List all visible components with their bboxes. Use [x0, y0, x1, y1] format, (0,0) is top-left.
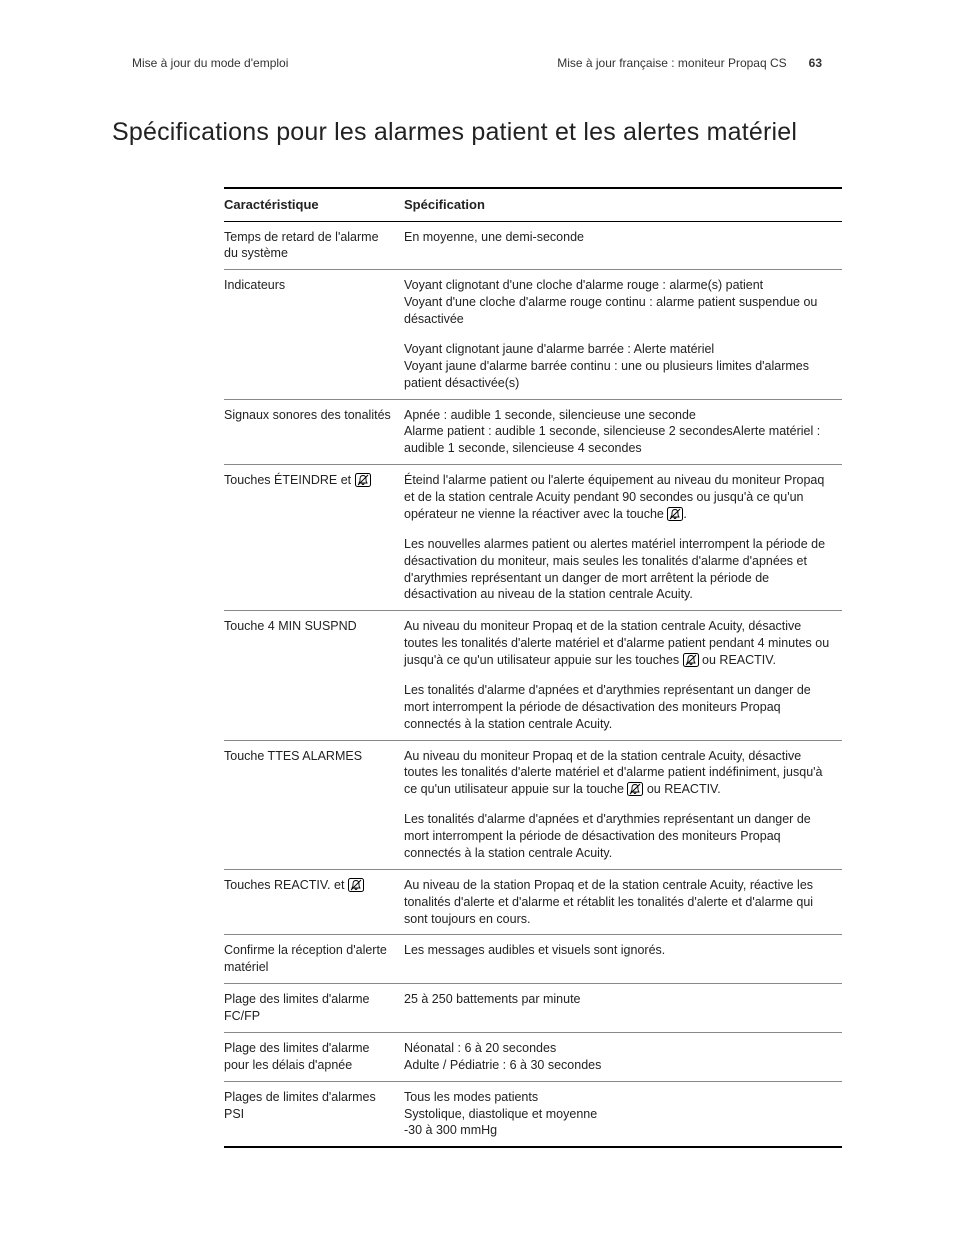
characteristic-cell: Signaux sonores des tonalités: [224, 399, 404, 465]
specification-cell: Les tonalités d'alarme d'apnées et d'ary…: [404, 805, 842, 869]
table-row: Les tonalités d'alarme d'apnées et d'ary…: [224, 805, 842, 869]
spec-table: Caractéristique Spécification Temps de r…: [224, 187, 842, 1148]
table-row: Plage des limites d'alarme pour les déla…: [224, 1032, 842, 1081]
specification-cell: Au niveau du moniteur Propaq et de la st…: [404, 611, 842, 676]
table-row: Touches REACTIV. et Au niveau de la stat…: [224, 869, 842, 935]
table-head-specification: Spécification: [404, 188, 842, 221]
characteristic-cell: Indicateurs: [224, 270, 404, 335]
characteristic-cell: Touches ÉTEINDRE et: [224, 465, 404, 530]
table-header-row: Caractéristique Spécification: [224, 188, 842, 221]
characteristic-cell: Temps de retard de l'alarme du système: [224, 221, 404, 270]
specification-text: Néonatal : 6 à 20 secondes: [404, 1041, 556, 1055]
specification-text: Les nouvelles alarmes patient ou alertes…: [404, 537, 825, 602]
table-row: Plages de limites d'alarmes PSI Tous les …: [224, 1081, 842, 1147]
characteristic-text: Touches REACTIV. et: [224, 878, 344, 892]
table-row: Indicateurs Voyant clignotant d'une cloch…: [224, 270, 842, 335]
characteristic-text: Touches ÉTEINDRE et: [224, 473, 351, 487]
specification-text: Voyant clignotant d'une cloche d'alarme …: [404, 278, 763, 292]
specification-cell: Éteind l'alarme patient ou l'alerte équi…: [404, 465, 842, 530]
specification-cell: En moyenne, une demi-seconde: [404, 221, 842, 270]
specification-text: Systolique, diastolique et moyenne: [404, 1107, 597, 1121]
bell-slash-icon: [683, 653, 699, 667]
table-row: Les tonalités d'alarme d'apnées et d'ary…: [224, 676, 842, 740]
table-row: Temps de retard de l'alarme du système En…: [224, 221, 842, 270]
specification-text: Voyant clignotant jaune d'alarme barrée …: [404, 342, 714, 356]
characteristic-cell: Plages de limites d'alarmes PSI: [224, 1081, 404, 1147]
section-title: Spécifications pour les alarmes patient …: [112, 118, 894, 147]
specification-text: 25 à 250 battements par minute: [404, 992, 581, 1006]
characteristic-cell: [224, 335, 404, 399]
specification-text: Les tonalités d'alarme d'apnées et d'ary…: [404, 683, 811, 731]
bell-slash-icon: [355, 473, 371, 487]
characteristic-text: Temps de retard de l'alarme du système: [224, 230, 379, 261]
specification-text: -30 à 300 mmHg: [404, 1123, 497, 1137]
specification-text: Voyant jaune d'alarme barrée continu : u…: [404, 359, 809, 390]
specification-text: Au niveau du moniteur Propaq et de la st…: [404, 749, 823, 797]
specification-text: Au niveau de la station Propaq et de la …: [404, 878, 813, 926]
characteristic-text: Touche TTES ALARMES: [224, 749, 362, 763]
table-row: Confirme la réception d'alerte matériel L…: [224, 935, 842, 984]
table-row: Touche 4 MIN SUSPND Au niveau du moniteur…: [224, 611, 842, 676]
characteristic-cell: [224, 676, 404, 740]
specification-cell: Tous les modes patients Systolique, diast…: [404, 1081, 842, 1147]
characteristic-cell: [224, 530, 404, 611]
specification-text: Les tonalités d'alarme d'apnées et d'ary…: [404, 812, 811, 860]
characteristic-cell: Touche TTES ALARMES: [224, 740, 404, 805]
characteristic-text: Plages de limites d'alarmes PSI: [224, 1090, 376, 1121]
specification-cell: Les tonalités d'alarme d'apnées et d'ary…: [404, 676, 842, 740]
specification-text: .: [683, 507, 686, 521]
specification-cell: Néonatal : 6 à 20 secondes Adulte / Pédia…: [404, 1032, 842, 1081]
table-row: Touches ÉTEINDRE et Éteind l'alarme pati…: [224, 465, 842, 530]
characteristic-cell: Plage des limites d'alarme FC/FP: [224, 984, 404, 1033]
bell-slash-icon: [667, 507, 683, 521]
characteristic-cell: Confirme la réception d'alerte matériel: [224, 935, 404, 984]
specification-text: Alarme patient : audible 1 seconde, sile…: [404, 424, 820, 455]
specification-cell: Au niveau de la station Propaq et de la …: [404, 869, 842, 935]
specification-cell: Au niveau du moniteur Propaq et de la st…: [404, 740, 842, 805]
characteristic-cell: Touche 4 MIN SUSPND: [224, 611, 404, 676]
characteristic-text: Plage des limites d'alarme FC/FP: [224, 992, 370, 1023]
specification-cell: Voyant clignotant jaune d'alarme barrée …: [404, 335, 842, 399]
table-head-characteristic: Caractéristique: [224, 188, 404, 221]
specification-cell: Les nouvelles alarmes patient ou alertes…: [404, 530, 842, 611]
characteristic-text: Indicateurs: [224, 278, 285, 292]
header-right-text: Mise à jour française : moniteur Propaq …: [557, 56, 786, 70]
specification-text: Voyant d'une cloche d'alarme rouge conti…: [404, 295, 817, 326]
specification-text: Tous les modes patients: [404, 1090, 538, 1104]
table-row: Touche TTES ALARMES Au niveau du moniteur…: [224, 740, 842, 805]
header-right: Mise à jour française : moniteur Propaq …: [557, 56, 822, 70]
characteristic-text: Touche 4 MIN SUSPND: [224, 619, 357, 633]
specification-text: Éteind l'alarme patient ou l'alerte équi…: [404, 473, 824, 521]
specification-cell: 25 à 250 battements par minute: [404, 984, 842, 1033]
characteristic-cell: Touches REACTIV. et: [224, 869, 404, 935]
specification-text: En moyenne, une demi-seconde: [404, 230, 584, 244]
table-row: Signaux sonores des tonalités Apnée : aud…: [224, 399, 842, 465]
specification-text: Apnée : audible 1 seconde, silencieuse u…: [404, 408, 696, 422]
characteristic-text: Signaux sonores des tonalités: [224, 408, 391, 422]
specification-text: ou REACTIV.: [643, 782, 720, 796]
page-header: Mise à jour du mode d'emploi Mise à jour…: [60, 56, 894, 70]
specification-text: ou REACTIV.: [699, 653, 776, 667]
characteristic-text: Plage des limites d'alarme pour les déla…: [224, 1041, 370, 1072]
bell-slash-icon: [348, 878, 364, 892]
characteristic-text: Confirme la réception d'alerte matériel: [224, 943, 387, 974]
characteristic-cell: Plage des limites d'alarme pour les déla…: [224, 1032, 404, 1081]
table-row: Plage des limites d'alarme FC/FP 25 à 250…: [224, 984, 842, 1033]
specification-text: Les messages audibles et visuels sont ig…: [404, 943, 665, 957]
specification-text: Adulte / Pédiatrie : 6 à 30 secondes: [404, 1058, 601, 1072]
page-number: 63: [809, 56, 822, 70]
specification-cell: Apnée : audible 1 seconde, silencieuse u…: [404, 399, 842, 465]
specification-cell: Les messages audibles et visuels sont ig…: [404, 935, 842, 984]
specification-cell: Voyant clignotant d'une cloche d'alarme …: [404, 270, 842, 335]
characteristic-cell: [224, 805, 404, 869]
bell-slash-icon: [627, 782, 643, 796]
table-row: Voyant clignotant jaune d'alarme barrée …: [224, 335, 842, 399]
table-row: Les nouvelles alarmes patient ou alertes…: [224, 530, 842, 611]
header-left: Mise à jour du mode d'emploi: [132, 56, 288, 70]
